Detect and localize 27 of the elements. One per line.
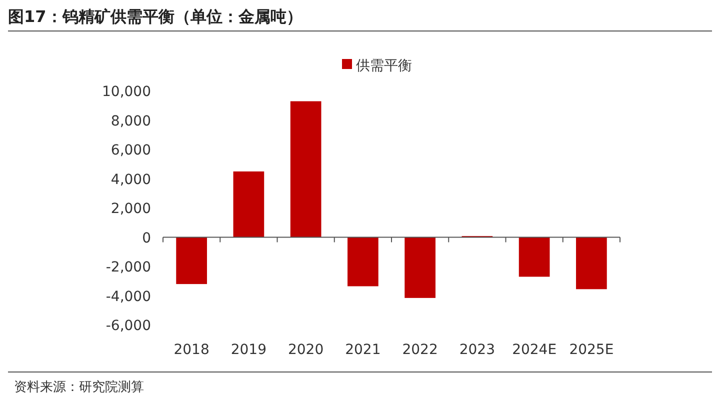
x-tick-label: 2025E <box>569 342 614 358</box>
y-tick-label: 6,000 <box>110 142 151 158</box>
chart-title: 图17：钨精矿供需平衡（单位：金属吨） <box>8 7 302 26</box>
y-tick-label: 8,000 <box>110 113 151 130</box>
bar <box>233 171 264 238</box>
x-tick-label: 2019 <box>230 342 267 358</box>
y-tick-label: -6,000 <box>106 318 151 334</box>
x-tick-label: 2021 <box>345 342 381 358</box>
x-tick-label: 2020 <box>288 342 324 358</box>
x-tick-label: 2024E <box>512 342 557 358</box>
bar <box>518 237 550 277</box>
x-tick-label: 2022 <box>402 342 438 358</box>
y-tick-label: 0 <box>142 230 151 246</box>
y-tick-label: 4,000 <box>110 172 151 188</box>
x-tick-label: 2018 <box>174 342 210 358</box>
bar <box>404 237 436 298</box>
y-tick-label: 10,000 <box>102 84 151 100</box>
y-tick-label: 2,000 <box>110 201 151 217</box>
y-tick-label: -4,000 <box>106 288 151 305</box>
bar <box>176 237 207 284</box>
bar <box>290 101 322 238</box>
bar <box>348 237 378 286</box>
bar <box>576 237 607 290</box>
y-tick-label: -2,000 <box>106 260 151 276</box>
legend-label: 供需平衡 <box>356 58 412 74</box>
text: 资料来源：研究院测算 <box>14 380 144 395</box>
x-tick-label: 2023 <box>459 342 496 358</box>
